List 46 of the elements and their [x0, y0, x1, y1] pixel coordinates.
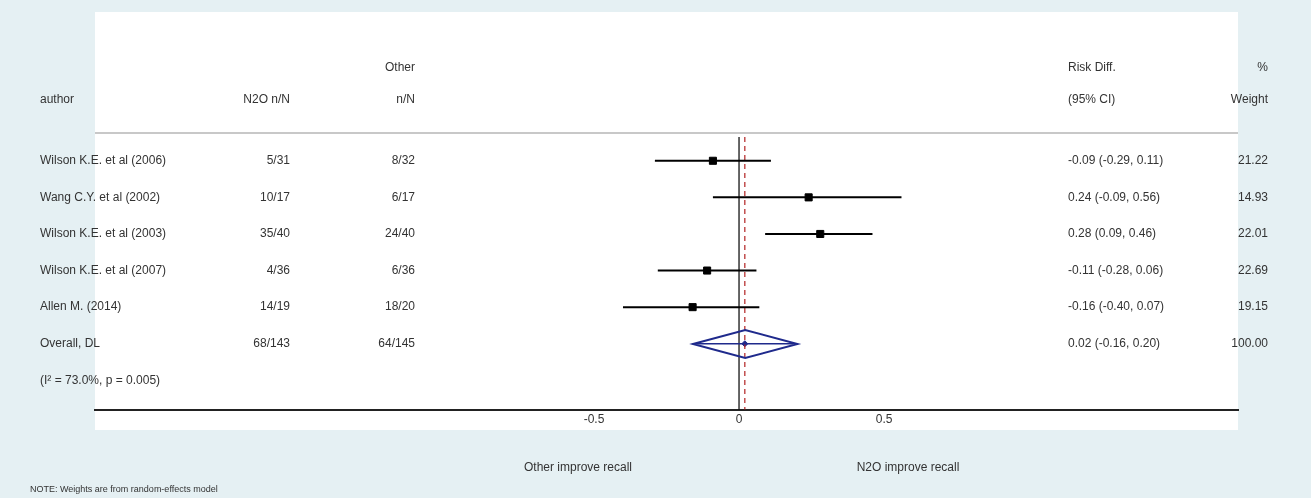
annotation: 6/17 — [391, 189, 416, 204]
x-tick-label: 0 — [735, 412, 743, 427]
text: (95% CI) — [1068, 92, 1116, 107]
annotation: -0.11 (-0.28, 0.06) — [1068, 262, 1164, 277]
text: NOTE: Weights are from random-effects model — [30, 484, 218, 495]
annotation: 0.28 (0.09, 0.46) — [1068, 226, 1157, 241]
y-tick-label: Wilson K.E. et al (2006) — [40, 153, 167, 168]
text: Other improve recall — [523, 460, 633, 475]
annotation: 19.15 — [1237, 299, 1269, 314]
annotation: 22.69 — [1237, 262, 1269, 277]
annotation: 10/17 — [259, 189, 291, 204]
text: Other — [384, 60, 415, 75]
annotation: 64/145 — [378, 336, 416, 351]
annotation: 68/143 — [253, 336, 291, 351]
text: % — [1257, 60, 1269, 75]
y-tick-label: Overall, DL — [40, 336, 101, 351]
annotation: 21.22 — [1237, 153, 1269, 168]
text: Weight — [1230, 92, 1269, 107]
annotation: 18/20 — [384, 299, 416, 314]
annotation: 14/19 — [259, 299, 291, 314]
annotation: 4/36 — [266, 262, 291, 277]
y-tick-label: Wilson K.E. et al (2003) — [40, 226, 167, 241]
y-tick-label: Wilson K.E. et al (2007) — [40, 262, 167, 277]
y-tick-label: Allen M. (2014) — [40, 299, 122, 314]
text: N2O n/N — [243, 92, 290, 107]
y-tick-label: Wang C.Y. et al (2002) — [40, 189, 161, 204]
text: author — [40, 92, 75, 107]
text: Risk Diff. — [1068, 60, 1116, 75]
annotation: 22.01 — [1237, 226, 1269, 241]
annotation: 100.00 — [1231, 336, 1269, 351]
annotation: -0.16 (-0.40, 0.07) — [1068, 299, 1165, 314]
annotation: 8/32 — [391, 153, 416, 168]
text: N2O improve recall — [856, 460, 960, 475]
text: n/N — [396, 92, 415, 107]
annotation: -0.09 (-0.29, 0.11) — [1068, 153, 1164, 168]
annotation: 6/36 — [391, 262, 416, 277]
annotation: 24/40 — [384, 226, 416, 241]
annotation: 5/31 — [266, 153, 291, 168]
annotation: 14.93 — [1237, 189, 1269, 204]
x-tick-label: -0.5 — [583, 412, 605, 427]
point — [804, 193, 813, 202]
annotation: 0.24 (-0.09, 0.56) — [1068, 189, 1161, 204]
annotation: 0.02 (-0.16, 0.20) — [1068, 336, 1161, 351]
annotation: 35/40 — [259, 226, 291, 241]
x-tick-label: 0.5 — [875, 412, 893, 427]
annotation: (I² = 73.0%, p = 0.005) — [40, 372, 161, 387]
